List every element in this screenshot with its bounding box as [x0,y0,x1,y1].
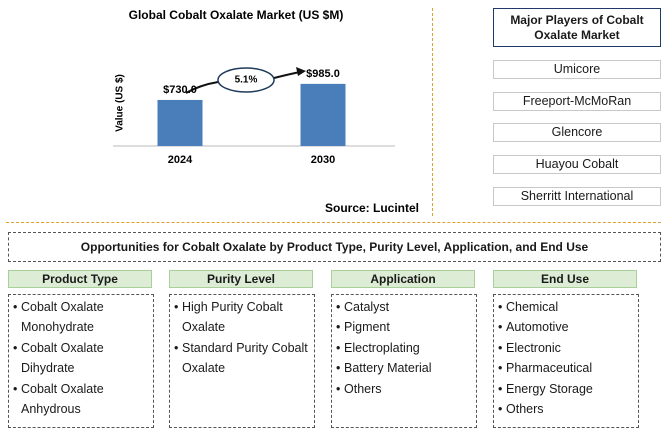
players-title: Major Players of Cobalt Oxalate Market [493,8,661,47]
list-item: Pharmaceutical [498,358,634,379]
list-item: Battery Material [336,358,472,379]
player: Umicore [493,60,661,79]
column-list: High Purity Cobalt OxalateStandard Purit… [169,294,315,428]
player: Huayou Cobalt [493,155,661,174]
list-item: Chemical [498,297,634,318]
player: Freeport-McMoRan [493,92,661,111]
chart-title: Global Cobalt Oxalate Market (US $M) [129,8,344,22]
list-item: High Purity Cobalt Oxalate [174,297,310,338]
bar [157,99,203,146]
list-item: Electroplating [336,338,472,359]
player: Glencore [493,123,661,142]
arrow [185,81,219,94]
divider [6,222,661,223]
divider [432,8,433,216]
player: Sherritt International [493,187,661,206]
list-item: Cobalt Oxalate Anhydrous [13,379,149,420]
opportunities-title: Opportunities for Cobalt Oxalate by Prod… [8,232,661,262]
column-header: End Use [493,270,637,288]
arrow [273,71,301,79]
list-item: Automotive [498,317,634,338]
value-label: $985.0 [306,68,340,80]
arrow-head [296,67,306,76]
list-item: Pigment [336,317,472,338]
source: Source: Lucintel [325,201,419,215]
list-item: Standard Purity Cobalt Oxalate [174,338,310,379]
list-item: Others [336,379,472,400]
list-item: Electronic [498,338,634,359]
cagr-ellipse [217,67,275,93]
y-axis-label: Value (US $) [115,74,126,132]
x-tick-label: 2024 [168,154,193,166]
list-item: Catalyst [336,297,472,318]
column-list: ChemicalAutomotiveElectronicPharmaceutic… [493,294,639,428]
column-header: Application [331,270,475,288]
list-item: Cobalt Oxalate Dihydrate [13,338,149,379]
column-list: CatalystPigmentElectroplatingBattery Mat… [331,294,477,428]
value-label: $730.0 [163,84,197,96]
column-header: Purity Level [169,270,313,288]
chart: Global Cobalt Oxalate Market (US $M) Val… [113,8,419,215]
cagr-label: 5.1% [235,75,258,86]
bar [300,83,346,146]
column-header: Product Type [8,270,152,288]
x-tick-label: 2030 [311,154,335,166]
list-item: Cobalt Oxalate Monohydrate [13,297,149,338]
column-list: Cobalt Oxalate MonohydrateCobalt Oxalate… [8,294,154,428]
list-item: Others [498,399,634,420]
list-item: Energy Storage [498,379,634,400]
